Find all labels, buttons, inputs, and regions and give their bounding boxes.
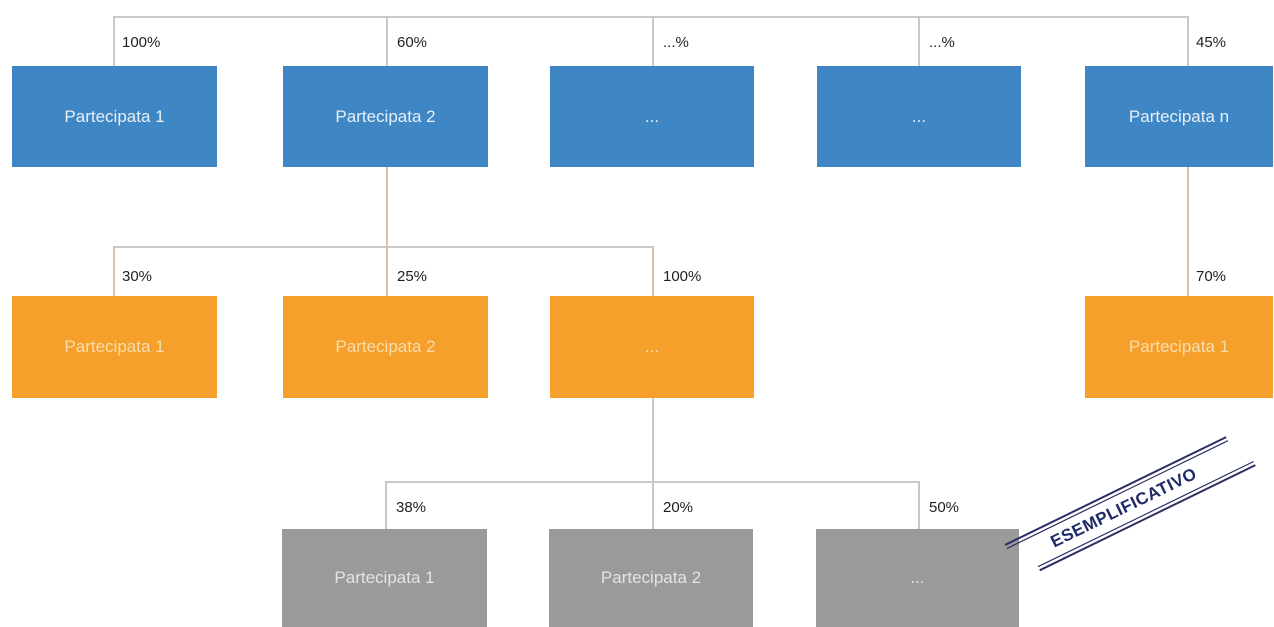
percentage-label: 38% xyxy=(396,499,427,516)
connector-l2-1 xyxy=(113,246,115,296)
connector-l2-2 xyxy=(386,246,388,296)
percentage-label: 60% xyxy=(397,34,428,51)
company-box-l3: Partecipata 1 xyxy=(282,529,487,627)
percentage-label: 70% xyxy=(1196,268,1227,285)
connector-l3-2 xyxy=(652,481,654,529)
percentage-label: 50% xyxy=(929,499,960,516)
connector-l2-3 xyxy=(652,246,654,296)
company-box-l1: ... xyxy=(817,66,1021,167)
company-box-l1: Partecipata n xyxy=(1085,66,1273,167)
connector-p2-down xyxy=(386,167,388,247)
connector-l1-3 xyxy=(652,16,654,66)
connector-l3-1 xyxy=(385,481,387,529)
percentage-label: ...% xyxy=(929,34,955,51)
company-box-l1: Partecipata 1 xyxy=(12,66,217,167)
company-box-l2: Partecipata 2 xyxy=(283,296,488,398)
company-box-l1: ... xyxy=(550,66,754,167)
percentage-label: 100% xyxy=(122,34,161,51)
percentage-label: 100% xyxy=(663,268,702,285)
percentage-label: 45% xyxy=(1196,34,1227,51)
esemplificativo-stamp: ESEMPLIFICATIVO xyxy=(1004,436,1256,572)
connector-l2-horizontal xyxy=(113,246,654,248)
company-box-l1: Partecipata 2 xyxy=(283,66,488,167)
company-box-l2: Partecipata 1 xyxy=(12,296,217,398)
percentage-label: 30% xyxy=(122,268,153,285)
connector-l1-4 xyxy=(918,16,920,66)
percentage-label: 25% xyxy=(397,268,428,285)
company-box-l3: Partecipata 2 xyxy=(549,529,753,627)
company-box-l2: Partecipata 1 xyxy=(1085,296,1273,398)
connector-top-horizontal xyxy=(113,16,1189,18)
connector-l3-3 xyxy=(918,481,920,529)
connector-l1-5 xyxy=(1187,16,1189,66)
stamp-text: ESEMPLIFICATIVO xyxy=(1048,464,1200,551)
connector-l1-1 xyxy=(113,16,115,66)
connector-l2-3-down xyxy=(652,398,654,482)
percentage-label: 20% xyxy=(663,499,694,516)
company-box-l2: ... xyxy=(550,296,754,398)
company-box-l3: ... xyxy=(816,529,1019,627)
connector-pn-down xyxy=(1187,167,1189,296)
percentage-label: ...% xyxy=(663,34,689,51)
connector-l1-2 xyxy=(386,16,388,66)
